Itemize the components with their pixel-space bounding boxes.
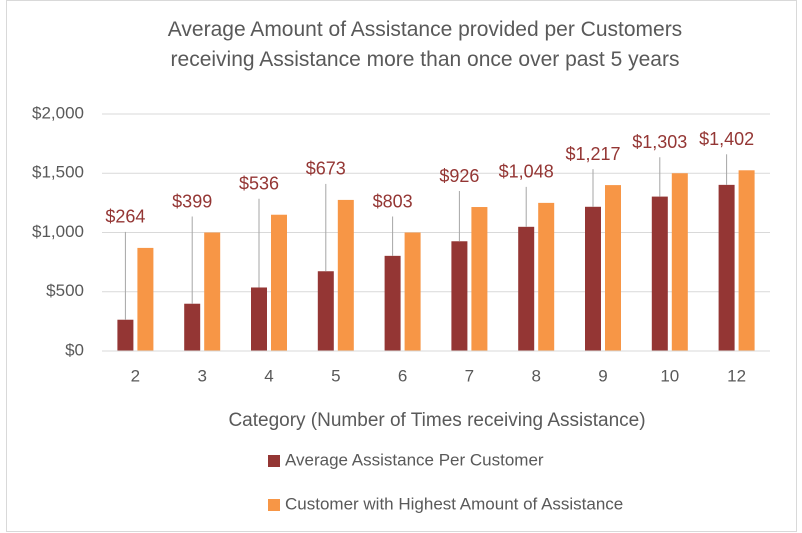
x-tick-label: 6 [398,366,407,385]
bar [251,287,267,351]
x-tick-label: 3 [197,366,206,385]
bar [518,226,535,351]
bar [451,241,468,351]
data-label: $264 [105,207,145,227]
data-label: $1,303 [632,132,687,152]
legend-label: Customer with Highest Amount of Assistan… [285,494,623,513]
x-tick-label: 8 [531,366,540,385]
bar [651,196,668,351]
data-label: $803 [373,191,413,211]
x-tick-label: 9 [598,366,607,385]
bar [585,206,601,351]
x-axis-label: Category (Number of Times receiving Assi… [228,410,645,431]
bar [384,255,401,351]
bar [184,303,201,351]
x-tick-label: 4 [264,366,273,385]
bar [204,232,221,351]
legend-swatch [268,455,280,467]
x-tick-label: 5 [331,366,340,385]
y-tick-label: $1,000 [32,222,84,241]
legend-label: Average Assistance Per Customer [285,450,544,469]
chart-title: Average Amount of Assistance provided pe… [167,18,683,71]
y-tick-label: $500 [46,281,84,300]
bar [718,184,735,351]
data-label: $399 [172,191,212,211]
x-tick-label: 2 [131,366,140,385]
data-label: $1,217 [565,144,620,164]
bar [671,173,688,351]
data-label: $926 [439,166,479,186]
x-tick-label: 7 [465,366,474,385]
data-label: $536 [239,173,279,193]
data-label: $1,402 [699,129,754,149]
bar [317,271,334,351]
bar [471,207,488,351]
chart-border [6,0,797,532]
y-tick-label: $0 [65,340,84,359]
bar [404,232,421,351]
legend-swatch [268,499,280,511]
bar [738,170,755,351]
data-label: $1,048 [499,162,554,182]
x-tick-label: 10 [660,366,679,385]
bar [605,185,621,351]
y-tick-label: $2,000 [32,103,84,122]
data-label: $673 [306,159,346,179]
bar [337,199,354,351]
bar [271,214,287,351]
y-tick-label: $1,500 [32,163,84,182]
bar [117,319,134,351]
bar [538,202,555,351]
x-tick-label: 12 [727,366,746,385]
bar [137,247,154,351]
